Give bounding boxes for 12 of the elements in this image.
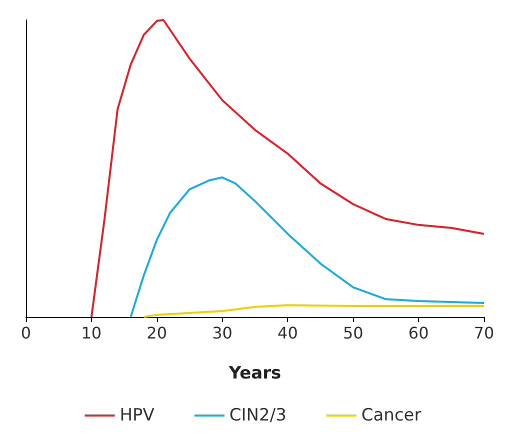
- legend-label: HPV: [120, 406, 155, 426]
- x-axis-title: Years: [228, 364, 282, 384]
- legend-label: CIN2/3: [229, 406, 286, 426]
- x-tick-label: 50: [342, 324, 364, 342]
- x-tick-label: 10: [81, 324, 102, 342]
- x-tick-label: 20: [146, 324, 168, 342]
- x-tick-label: 0: [20, 324, 32, 342]
- legend-label: Cancer: [361, 406, 422, 426]
- x-tick-label: 70: [474, 324, 494, 342]
- x-tick-label: 30: [212, 324, 232, 342]
- x-tick-label: 40: [278, 324, 298, 342]
- x-tick-label: 60: [408, 324, 429, 342]
